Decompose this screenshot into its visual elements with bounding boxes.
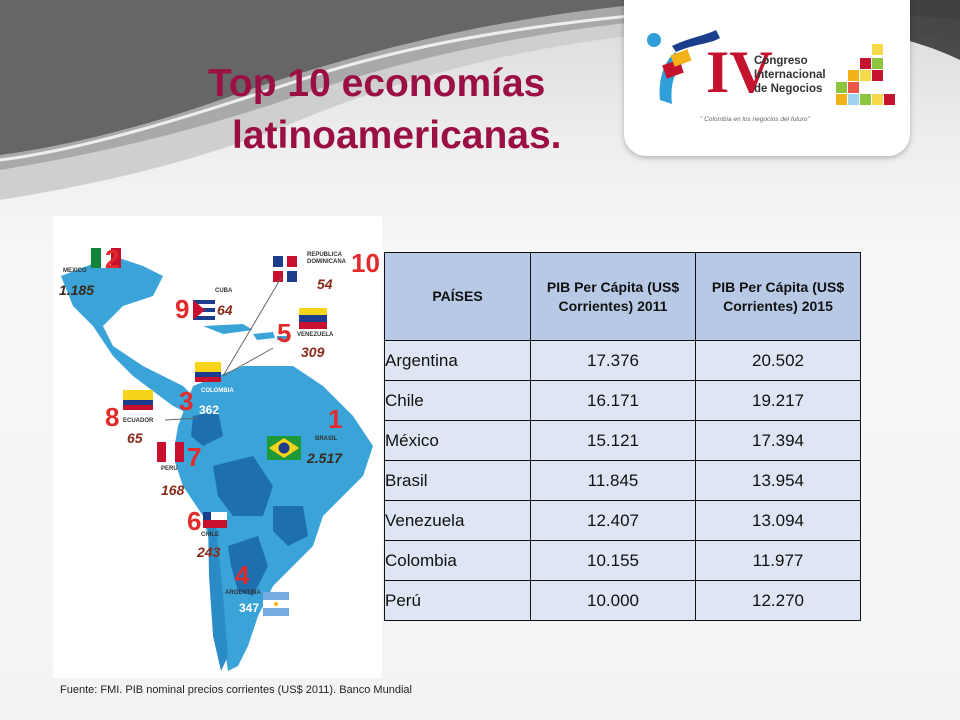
rank-dominican-republic: 10 <box>351 248 380 278</box>
logo-text-line-2: Internacional <box>754 69 826 81</box>
rank-mexico: 2 <box>105 244 120 274</box>
table-row: Chile 16.171 19.217 <box>384 380 861 421</box>
label-ecuador: ECUADOR <box>123 418 154 424</box>
label-chile: CHILE <box>201 532 219 538</box>
cell-gdp-2011: 15.121 <box>530 420 696 461</box>
header-gdp-2015: PIB Per Cápita (US$ Corrientes) 2015 <box>695 252 861 341</box>
label-mexico: MEXICO <box>63 268 87 274</box>
flag-peru <box>157 442 184 462</box>
cell-country: Chile <box>384 380 531 421</box>
flag-chile <box>203 512 227 528</box>
flag-ecuador <box>123 390 153 410</box>
rank-venezuela: 5 <box>277 318 292 348</box>
value-colombia: 362 <box>199 403 220 417</box>
logo-text-line-1: Congreso <box>754 55 808 67</box>
value-dominican-republic: 54 <box>317 276 333 292</box>
logo-text-line-3: de Negocios <box>754 83 823 95</box>
table-row: Argentina 17.376 20.502 <box>384 340 861 381</box>
logo-graphic <box>647 30 895 105</box>
gdp-table: PAÍSES PIB Per Cápita (US$ Corrientes) 2… <box>384 252 861 621</box>
cell-gdp-2011: 16.171 <box>530 380 696 421</box>
value-peru: 168 <box>161 482 185 498</box>
logo-text: Congreso Internacional de Negocios <box>754 54 826 96</box>
logo-figure-head <box>647 33 661 47</box>
flag-argentina <box>263 592 289 616</box>
rank-ecuador: 8 <box>105 402 120 432</box>
label-venezuela: VENEZUELA <box>297 332 334 338</box>
rank-colombia: 3 <box>179 386 194 416</box>
cell-country: México <box>384 420 531 461</box>
table-row: Venezuela 12.407 13.094 <box>384 500 861 541</box>
source-note: Fuente: FMI. PIB nominal precios corrien… <box>60 684 412 696</box>
table-row: Colombia 10.155 11.977 <box>384 540 861 581</box>
slide-title: Top 10 economías latinoamericanas. <box>208 58 628 162</box>
logo-roman-numeral: IV <box>706 39 773 105</box>
logo-slogan: " Colombia en los negocios del futuro" <box>700 116 810 123</box>
flag-mexico <box>91 248 121 268</box>
cell-country: Brasil <box>384 460 531 501</box>
header-gdp-2011: PIB Per Cápita (US$ Corrientes) 2011 <box>530 252 696 341</box>
value-chile: 243 <box>197 544 221 560</box>
value-ecuador: 65 <box>127 430 143 446</box>
latin-america-map: 2 MEXICO 1.185 10 REPUBLICA DOMINICANA 5… <box>53 216 382 678</box>
value-venezuela: 309 <box>301 344 325 360</box>
value-argentina: 347 <box>239 601 260 615</box>
cell-gdp-2011: 17.376 <box>530 340 696 381</box>
map-graphic <box>61 248 373 671</box>
table-header-row: PAÍSES PIB Per Cápita (US$ Corrientes) 2… <box>384 252 861 341</box>
rank-argentina: 4 <box>235 560 250 590</box>
value-brasil: 2.517 <box>307 450 343 466</box>
flag-dominican-republic <box>273 256 297 282</box>
cell-gdp-2015: 11.977 <box>695 540 861 581</box>
label-peru: PERU <box>161 466 178 472</box>
cell-country: Perú <box>384 580 531 621</box>
cell-gdp-2015: 19.217 <box>695 380 861 421</box>
label-cuba: CUBA <box>215 288 233 294</box>
header-countries: PAÍSES <box>384 252 531 341</box>
cell-country: Venezuela <box>384 500 531 541</box>
title-line-1: Top 10 economías <box>208 62 546 105</box>
cell-gdp-2015: 20.502 <box>695 340 861 381</box>
cell-gdp-2011: 10.155 <box>530 540 696 581</box>
flag-cuba <box>193 300 215 320</box>
flag-colombia <box>195 362 221 382</box>
rank-chile: 6 <box>187 506 202 536</box>
cell-country: Colombia <box>384 540 531 581</box>
cell-gdp-2015: 17.394 <box>695 420 861 461</box>
rank-peru: 7 <box>187 442 202 472</box>
value-cuba: 64 <box>217 302 233 318</box>
flag-brazil <box>267 436 301 460</box>
title-line-2: latinoamericanas. <box>232 114 562 157</box>
label-dominican-republic: REPUBLICA DOMINICANA <box>307 252 346 265</box>
cell-gdp-2011: 12.407 <box>530 500 696 541</box>
table-row: Perú 10.000 12.270 <box>384 580 861 621</box>
label-brasil: BRASIL <box>315 436 338 442</box>
label-argentina: ARGENTINA <box>225 590 261 596</box>
table-row: Brasil 11.845 13.954 <box>384 460 861 501</box>
cell-gdp-2015: 13.954 <box>695 460 861 501</box>
cell-gdp-2015: 12.270 <box>695 580 861 621</box>
value-mexico: 1.185 <box>59 282 95 298</box>
cell-gdp-2011: 10.000 <box>530 580 696 621</box>
congress-logo-card: IV Congreso Internacional de Negocios " … <box>624 0 910 156</box>
flag-venezuela <box>299 308 327 329</box>
cell-country: Argentina <box>384 340 531 381</box>
table-row: México 15.121 17.394 <box>384 420 861 461</box>
label-colombia: COLOMBIA <box>201 388 234 394</box>
rank-brasil: 1 <box>328 404 343 434</box>
rank-cuba: 9 <box>175 294 190 324</box>
cell-gdp-2011: 11.845 <box>530 460 696 501</box>
cell-gdp-2015: 13.094 <box>695 500 861 541</box>
